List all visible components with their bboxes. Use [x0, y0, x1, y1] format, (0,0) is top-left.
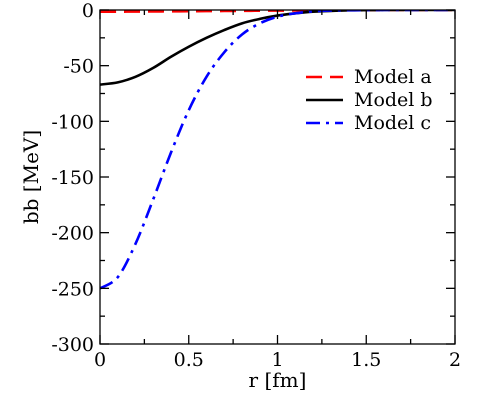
x-axis-label: r [fm] — [249, 368, 307, 392]
y-axis-label: bb [MeV] — [19, 130, 43, 224]
legend-label-model-b: Model b — [354, 89, 433, 111]
plot-frame — [99, 9, 456, 345]
y-tick-label: -200 — [51, 223, 94, 245]
plot-area — [100, 10, 455, 290]
y-tick-label: -250 — [51, 278, 94, 300]
axes: 0 0.5 1 1.5 2 0 -50 -100 -150 -200 -250 -300 — [51, 0, 461, 371]
y-tick-label: -300 — [51, 334, 94, 356]
y-tick-label: -150 — [51, 167, 94, 189]
x-tick-label: 0.5 — [174, 349, 204, 371]
x-tick-label: 1.5 — [351, 349, 381, 371]
legend-label-model-c: Model c — [354, 112, 431, 134]
y-tick-label: -100 — [51, 111, 94, 133]
y-tick-label: -50 — [63, 56, 94, 78]
x-tick-label: 1 — [271, 349, 283, 371]
series-line-model-c — [100, 10, 455, 290]
legend-label-model-a: Model a — [354, 66, 432, 88]
x-tick-label: 0 — [94, 349, 106, 371]
x-tick-label: 2 — [449, 349, 461, 371]
y-tick-label: 0 — [82, 0, 94, 22]
